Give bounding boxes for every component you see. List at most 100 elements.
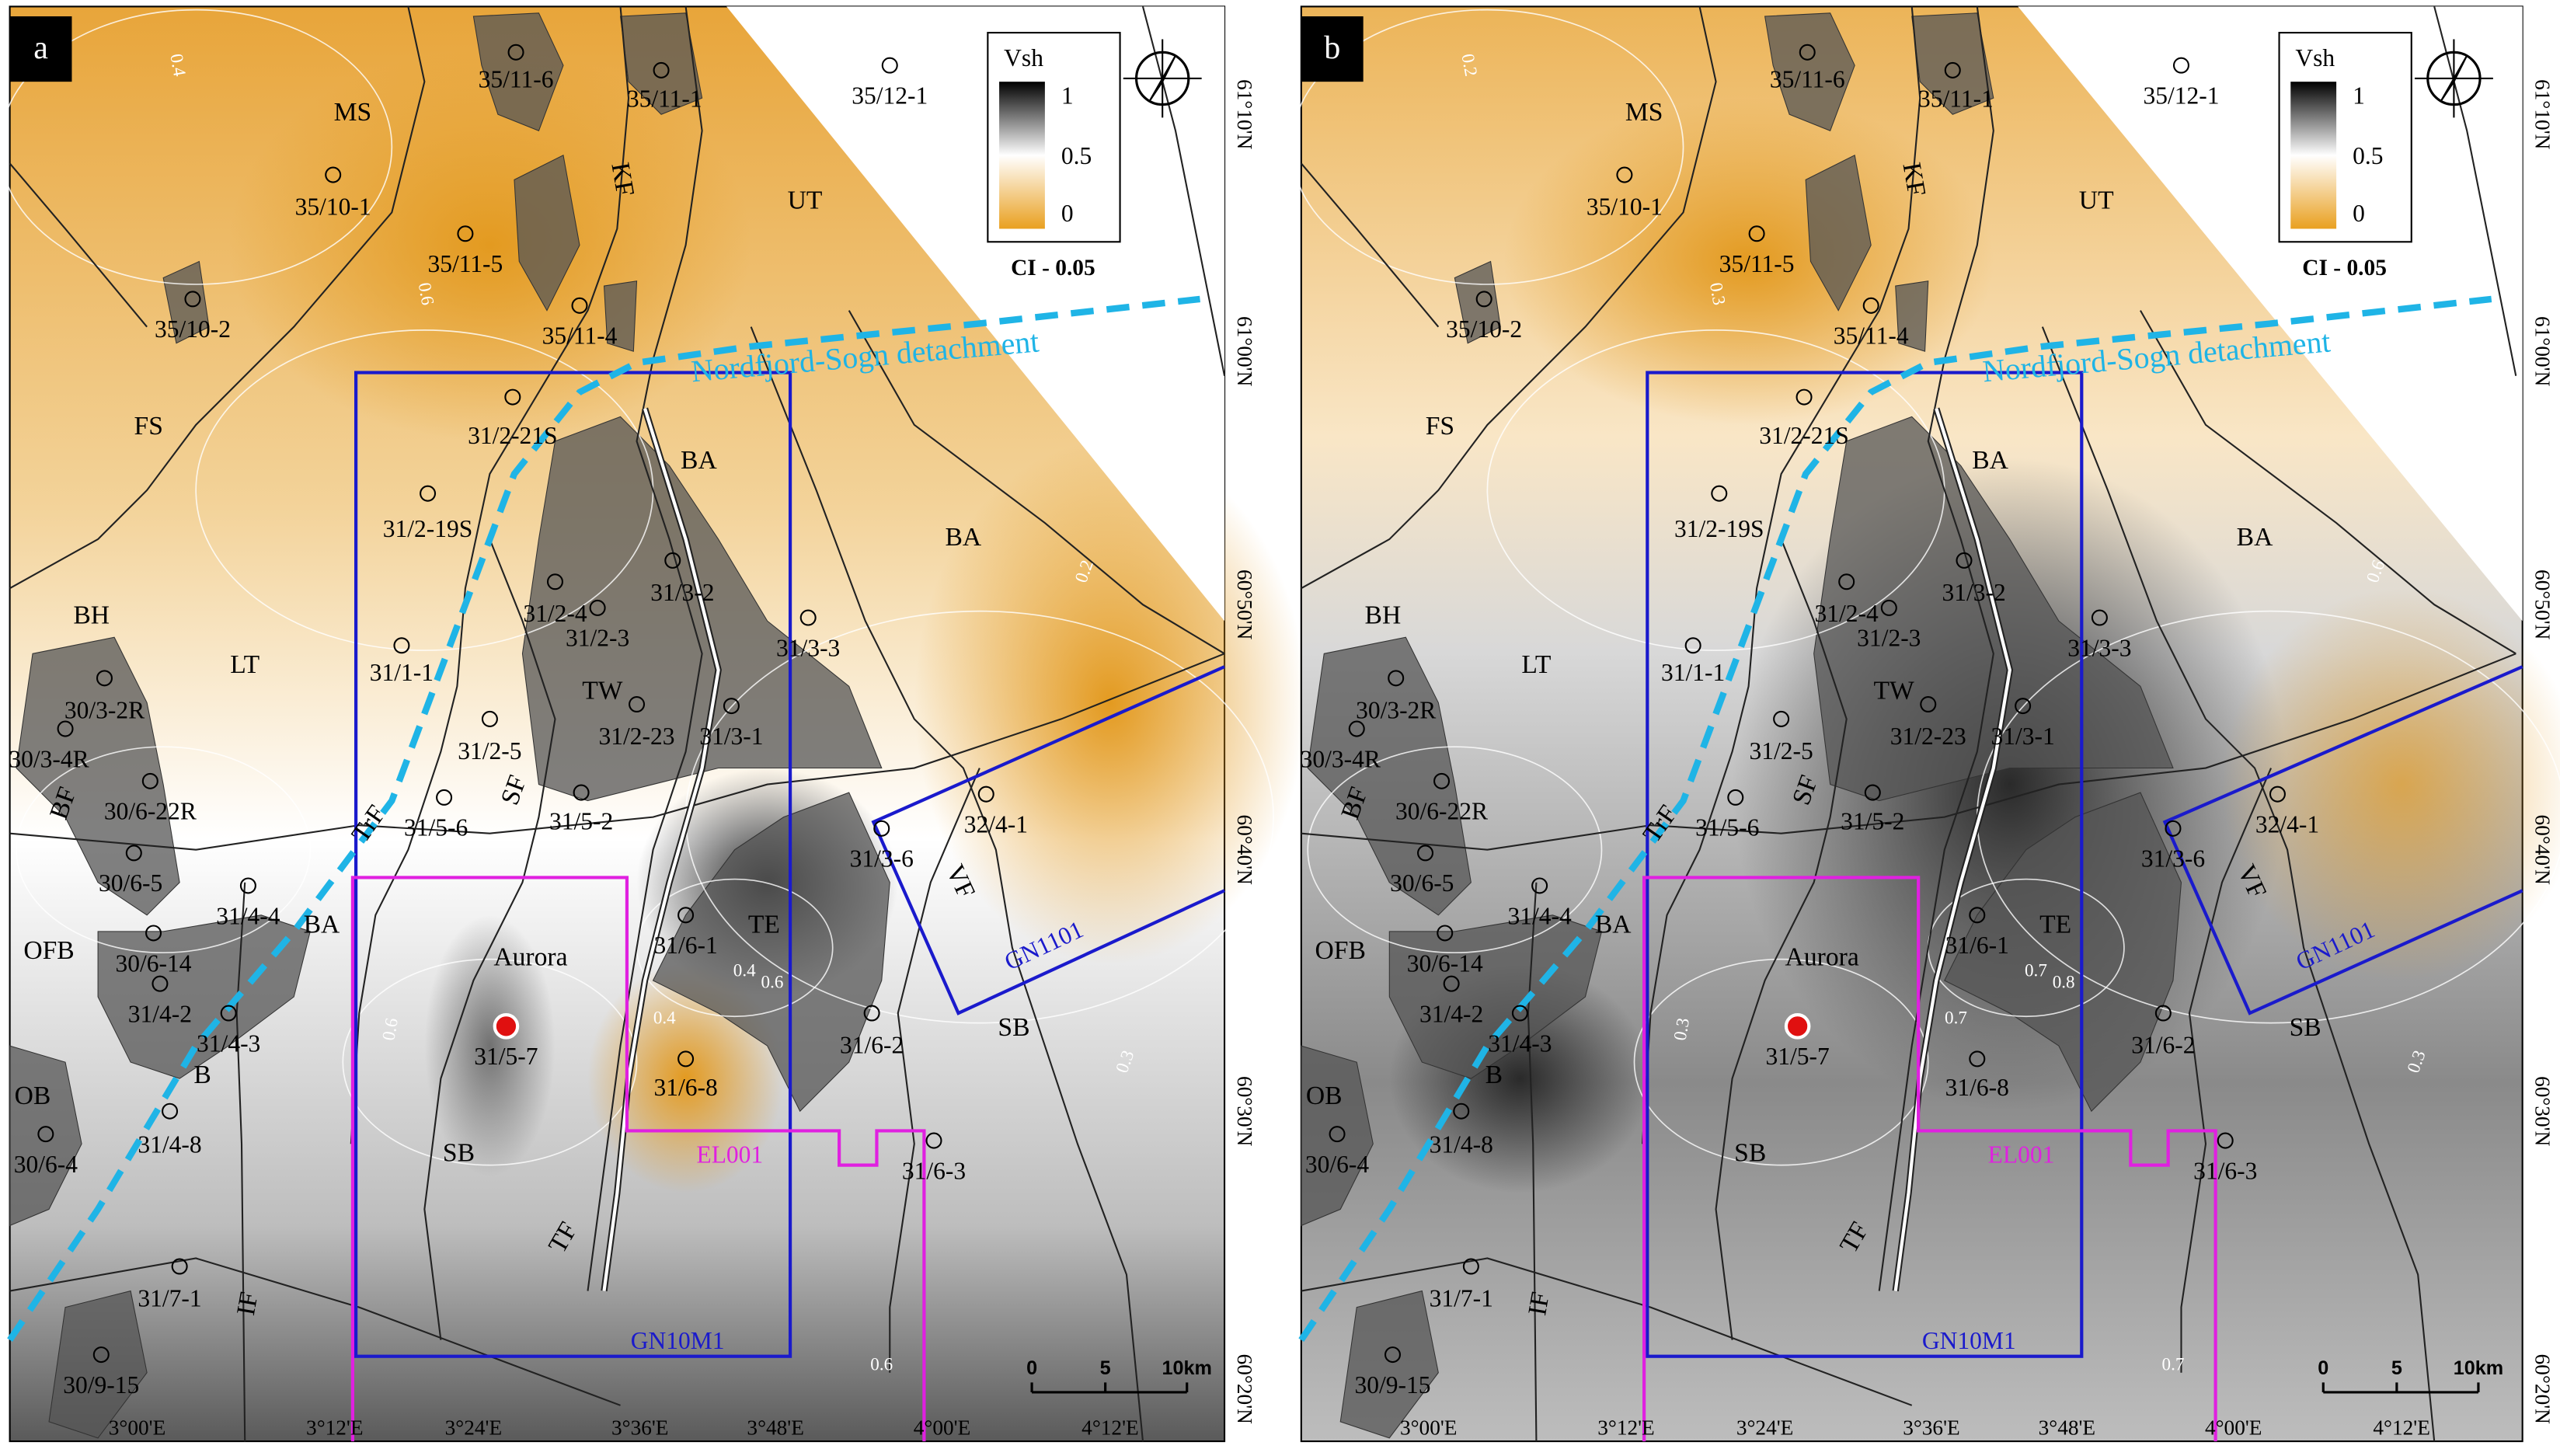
well-label: 35/10-1 [295, 193, 371, 220]
well-label: 30/3-4R [1301, 745, 1381, 772]
well-marker [92, 1346, 110, 1364]
fault-line [1301, 653, 2516, 851]
fault-line [9, 1257, 621, 1406]
longitude-label: 3°12'E [1597, 1416, 1655, 1440]
well-label: 31/4-3 [197, 1029, 260, 1057]
contour-line [1307, 746, 1603, 954]
well-marker [873, 820, 890, 837]
fault-line [587, 6, 703, 1291]
longitude-label: 3°36'E [1903, 1416, 1960, 1440]
fault-line [2433, 6, 2517, 376]
well-label: 35/11-1 [627, 85, 702, 113]
area-label: BA [304, 910, 340, 939]
fault-line [1715, 538, 1848, 1340]
legend-colorbar [2290, 82, 2337, 229]
well-marker [977, 785, 994, 803]
scale-bar [1030, 1382, 1189, 1394]
contour-label: 0.6 [870, 1355, 893, 1375]
well-label: 31/4-8 [1430, 1131, 1493, 1158]
contour-label: 0.7 [2025, 961, 2047, 981]
well-label: 30/3-2R [64, 696, 145, 723]
basement-outcrop [1388, 914, 1603, 1079]
well-label: 30/6-5 [1390, 869, 1454, 897]
well-label: 31/6-8 [1945, 1074, 2009, 1101]
well-marker [57, 720, 74, 737]
well-marker [162, 1102, 179, 1120]
contour-interval: CI - 0.05 [1011, 256, 1095, 280]
well-label: 31/4-8 [138, 1131, 201, 1158]
fault-line [1301, 162, 1440, 328]
well-marker [1727, 789, 1744, 806]
well-label: 31/4-3 [1488, 1029, 1552, 1057]
licence-outline [354, 371, 792, 1358]
fault-line [2180, 768, 2273, 1373]
area-label: SB [443, 1139, 475, 1168]
basement-outcrop [1895, 280, 1929, 352]
well-label: 35/12-1 [852, 82, 928, 109]
well-marker [141, 772, 158, 789]
scale-bar-label: 5 [1100, 1357, 1111, 1379]
licence-outline [1646, 371, 2084, 1358]
well-marker [436, 789, 453, 806]
fault-line [423, 538, 556, 1340]
contour-line [0, 9, 393, 285]
basement-outcrop [48, 1290, 148, 1439]
area-label: BA [1595, 910, 1632, 939]
fault-line [750, 326, 1144, 1442]
well-marker [1511, 1005, 1528, 1022]
well-label: 31/6-3 [902, 1157, 966, 1184]
area-label: BA [945, 523, 981, 552]
contour-label: 0.4 [733, 961, 756, 981]
longitude-label: 4°00'E [914, 1416, 971, 1440]
longitude-label: 3°12'E [306, 1416, 364, 1440]
well-marker [1748, 225, 1765, 242]
latitude-label: 60°30'N [2531, 1076, 2555, 1147]
longitude-label: 4°00'E [2205, 1416, 2262, 1440]
detachment-line [1298, 295, 2492, 1343]
area-label: TW [582, 676, 623, 705]
longitude-label: 3°24'E [445, 1416, 503, 1440]
well-marker [546, 573, 563, 590]
well-label: 31/6-1 [653, 932, 717, 959]
latitude-label: 60°50'N [1233, 570, 1256, 640]
well-label: 35/11-4 [542, 322, 618, 350]
well-marker [507, 44, 524, 61]
well-marker [573, 784, 590, 801]
well-marker [171, 1258, 188, 1275]
area-label: UT [2079, 186, 2114, 215]
well-label: 35/11-1 [1918, 85, 1994, 113]
longitude-label: 4°12'E [2373, 1416, 2430, 1440]
well-label: 31/3-2 [1942, 579, 2005, 606]
well-label: 32/4-1 [964, 810, 1028, 838]
longitude-label: 3°48'E [2039, 1416, 2096, 1440]
contour-label: 0.3 [1705, 281, 1729, 307]
well-marker [1864, 784, 1881, 801]
area-label: MS [334, 98, 372, 127]
well-marker [589, 599, 606, 616]
fault-line [1527, 882, 1538, 1442]
area-label: SB [1734, 1139, 1766, 1168]
latitude-label: 61°10'N [2531, 79, 2555, 150]
well-marker [1453, 1102, 1470, 1120]
well-marker [1616, 166, 1633, 183]
well-label: 35/11-6 [479, 65, 554, 92]
legend-title: Vsh [2295, 44, 2335, 71]
contour-label: 0.7 [2162, 1355, 2185, 1375]
well-marker [677, 907, 695, 924]
well-label: 31/2-4 [1815, 600, 1879, 627]
well-marker [457, 225, 474, 242]
well-label: 30/6-14 [116, 949, 192, 977]
well-marker [2154, 1005, 2172, 1022]
longitude-label: 3°00'E [1400, 1416, 1458, 1440]
well-marker [1433, 772, 1451, 789]
well-label: 35/11-4 [1834, 322, 1909, 350]
longitude-label: 3°00'E [109, 1416, 166, 1440]
legend-tick-label: 0 [1061, 200, 1074, 227]
scale-bar [2321, 1382, 2480, 1394]
fault-line [1641, 6, 1921, 1144]
well-marker [1388, 670, 1405, 687]
well-label: 35/10-1 [1587, 193, 1663, 220]
latitude-label: 60°30'N [1233, 1076, 1256, 1147]
well-label: 31/2-19S [1674, 515, 1764, 542]
area-label: BA [2237, 523, 2273, 552]
